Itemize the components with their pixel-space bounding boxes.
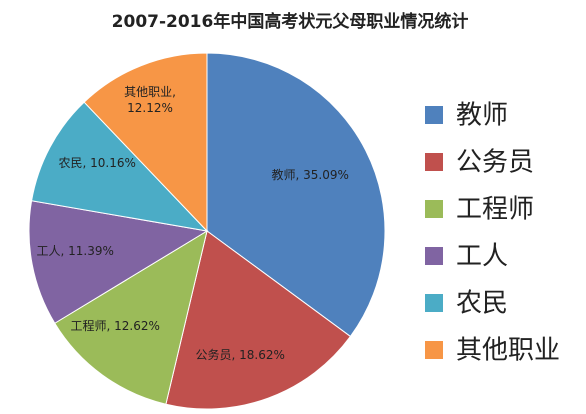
pie-slice xyxy=(83,52,208,233)
pie-slice xyxy=(165,230,352,410)
legend-swatch xyxy=(425,200,443,218)
legend-swatch xyxy=(425,106,443,124)
pie-slice xyxy=(28,200,209,324)
data-label: 农民, 10.16% xyxy=(58,156,136,170)
legend-label: 教师 xyxy=(456,101,508,131)
data-label: 工程师, 12.62% xyxy=(70,319,160,333)
data-label: 工人, 11.39% xyxy=(36,244,114,258)
legend-label: 工人 xyxy=(456,242,508,272)
pie-slice xyxy=(31,101,209,232)
data-label: 其他职业, 12.12% xyxy=(124,85,176,115)
legend-label: 工程师 xyxy=(456,195,534,225)
legend-swatch xyxy=(425,341,443,359)
legend-swatch xyxy=(425,247,443,265)
legend-swatch xyxy=(425,153,443,171)
pie-slice xyxy=(54,229,208,405)
legend-label: 其他职业 xyxy=(456,336,560,366)
chart-title: 2007-2016年中国高考状元父母职业情况统计 xyxy=(112,11,469,32)
legend-swatch xyxy=(425,294,443,312)
data-label: 公务员, 18.62% xyxy=(195,348,285,362)
pie-slice xyxy=(206,52,386,338)
legend-label: 公务员 xyxy=(456,148,534,178)
data-label: 教师, 35.09% xyxy=(271,168,349,182)
legend-label: 农民 xyxy=(456,289,508,319)
